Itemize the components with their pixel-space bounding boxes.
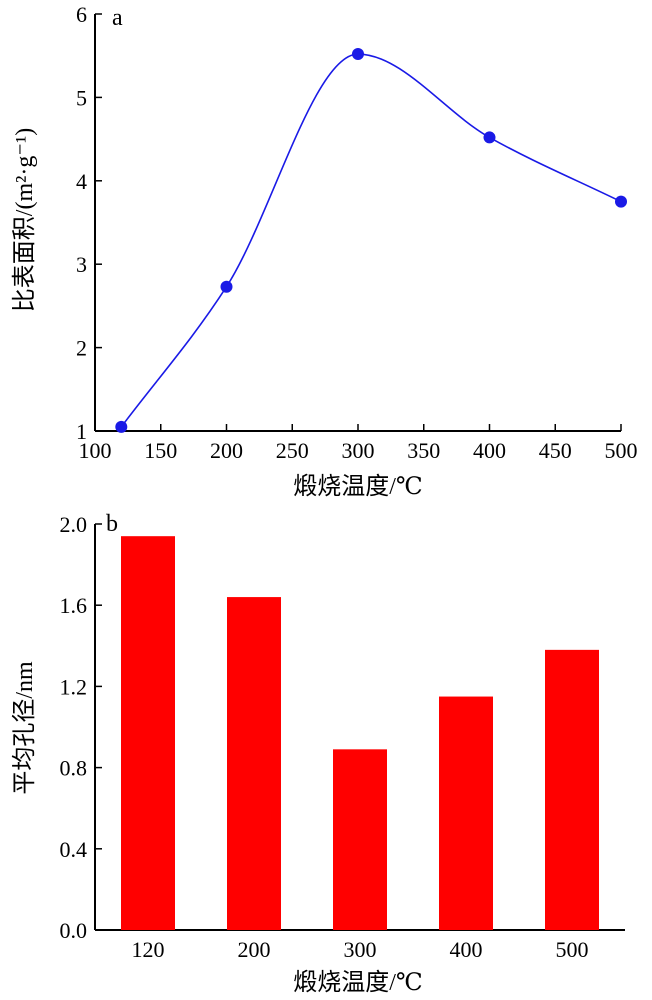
panel-a-y-ticks: 1 2 3 4 5 6 — [76, 2, 102, 444]
panel-a-x-tick-label: 500 — [605, 438, 638, 463]
panel-a-y-tick-label: 6 — [76, 2, 87, 27]
chart-panel-b: 120 200 300 400 500 0.0 0.4 0.8 1.2 1.6 2.0 b 煅烧温… — [11, 511, 625, 996]
panel-b-y-tick-label: 1.6 — [60, 593, 88, 618]
panel-a-letter: a — [112, 5, 123, 31]
panel-b-bar — [227, 597, 281, 930]
panel-a-x-tick-label: 150 — [144, 438, 177, 463]
panel-b-x-tick-label: 200 — [238, 937, 271, 962]
panel-a-y-tick-label: 1 — [76, 419, 87, 444]
panel-a-x-tick-label: 400 — [473, 438, 506, 463]
panel-a-series-line — [120, 53, 622, 428]
panel-b-bar — [121, 536, 175, 930]
panel-a-x-tick-label: 200 — [210, 438, 243, 463]
chart-panel-a: 100 150 200 250 300 350 400 450 500 1 2 3 4 5 6 a 煅烧温… — [11, 2, 638, 500]
panel-b-y-tick-label: 1.2 — [60, 674, 88, 699]
panel-a-data-point — [115, 420, 128, 433]
panel-a-data-point — [483, 131, 496, 144]
panel-b-y-tick-label: 0.4 — [60, 837, 88, 862]
panel-a-x-tick-label: 250 — [276, 438, 309, 463]
panel-b-x-ticks: 120 200 300 400 500 — [132, 937, 589, 962]
panel-a-data-point — [352, 48, 364, 61]
panel-a-y-axis-title: 比表面积/(m²·g⁻¹) — [11, 128, 38, 312]
panel-a-x-tick-label: 100 — [79, 438, 112, 463]
panel-b-y-tick-label: 0.0 — [60, 918, 88, 943]
panel-b-x-axis-title: 煅烧温度/℃ — [293, 969, 423, 996]
panel-a-y-tick-label: 5 — [76, 85, 87, 110]
panel-a-x-axis-title: 煅烧温度/℃ — [293, 473, 423, 500]
panel-b-y-tick-label: 2.0 — [60, 512, 88, 537]
panel-b-y-ticks: 0.0 0.4 0.8 1.2 1.6 2.0 — [60, 512, 102, 943]
panel-a-y-tick-label: 2 — [76, 336, 87, 361]
panel-b-x-tick-label: 500 — [556, 937, 589, 962]
panel-b-letter: b — [106, 511, 118, 537]
panel-b-bar — [545, 649, 599, 930]
panel-b-bars — [121, 536, 599, 930]
panel-a-x-tick-label: 350 — [407, 438, 440, 463]
panel-b-bar — [333, 749, 387, 930]
panel-a-x-tick-label: 300 — [342, 438, 375, 463]
panel-a-x-tick-label: 450 — [539, 438, 572, 463]
panel-a-data-point — [220, 280, 233, 293]
panel-b-bar — [439, 696, 493, 930]
panel-a-series — [115, 48, 627, 433]
panel-a-x-ticks: 100 150 200 250 300 350 400 450 500 — [79, 424, 638, 463]
panel-a-data-point — [615, 195, 627, 208]
panel-b-y-tick-label: 0.8 — [60, 756, 88, 781]
panel-b-y-axis-title: 平均孔径/nm — [11, 661, 38, 795]
panel-b-x-tick-label: 120 — [132, 937, 165, 962]
panel-b-x-tick-label: 400 — [450, 937, 483, 962]
panel-a-y-tick-label: 4 — [76, 169, 87, 194]
panel-b-x-tick-label: 300 — [344, 937, 377, 962]
panel-a-y-tick-label: 3 — [76, 252, 87, 277]
panel-a-axes — [94, 14, 621, 432]
